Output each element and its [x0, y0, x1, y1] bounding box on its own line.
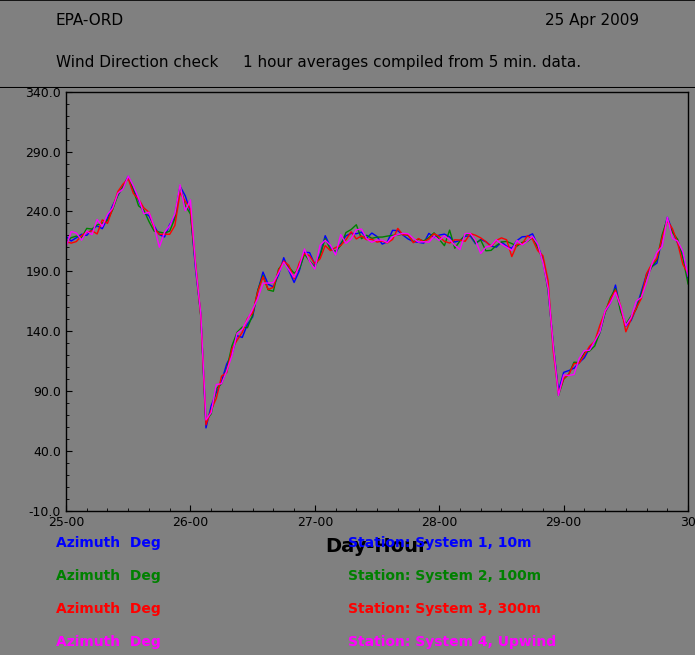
Text: 25 Apr 2009: 25 Apr 2009 — [546, 13, 639, 28]
Text: Azimuth  Deg: Azimuth Deg — [56, 536, 161, 550]
Text: Station: System 3, 300m: Station: System 3, 300m — [348, 602, 541, 616]
X-axis label: Day-Hour: Day-Hour — [326, 537, 428, 556]
Text: EPA-ORD: EPA-ORD — [56, 13, 124, 28]
Text: Station: System 2, 100m: Station: System 2, 100m — [348, 569, 541, 583]
Text: Wind Direction check: Wind Direction check — [56, 55, 218, 70]
Text: Azimuth  Deg: Azimuth Deg — [56, 635, 161, 649]
Text: Station: System 1, 10m: Station: System 1, 10m — [348, 536, 531, 550]
Text: 1 hour averages compiled from 5 min. data.: 1 hour averages compiled from 5 min. dat… — [243, 55, 582, 70]
Text: Azimuth  Deg: Azimuth Deg — [56, 569, 161, 583]
Text: Azimuth  Deg: Azimuth Deg — [56, 602, 161, 616]
Text: Station: System 4, Upwind: Station: System 4, Upwind — [348, 635, 555, 649]
